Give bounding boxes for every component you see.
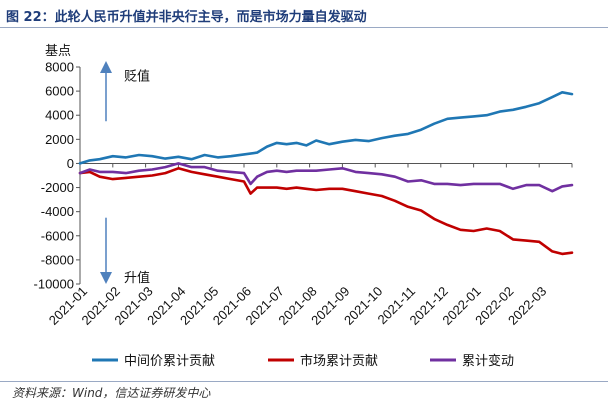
- title-divider: [0, 27, 608, 28]
- figure-title-text: 此轮人民币升值并非央行主导，而是市场力量自发驱动: [54, 10, 367, 25]
- appreciation-label: 升值: [124, 270, 150, 286]
- source-note: 资料来源：Wind，信达证券研发中心: [12, 386, 211, 400]
- legend-label-1: 中间价累计贡献: [124, 354, 215, 369]
- y-tick-label: -4000: [41, 204, 74, 219]
- y-tick-label: 4000: [45, 108, 74, 123]
- series-line-3: [78, 162, 574, 193]
- y-tick-label: -10000: [34, 277, 74, 292]
- legend-label-2: 市场累计贡献: [300, 353, 378, 369]
- source-divider: [0, 381, 608, 382]
- y-axis-title: 基点: [45, 44, 71, 59]
- series-line-2: [78, 167, 574, 256]
- y-tick-label: 6000: [45, 84, 74, 99]
- series-line-1: [78, 91, 574, 165]
- y-tick-label: 0: [67, 156, 74, 171]
- figure-label: 图 22：: [6, 10, 55, 25]
- y-tick-label: 8000: [45, 60, 74, 75]
- depreciation-label: 贬值: [124, 69, 150, 85]
- y-tick-label: -6000: [41, 228, 74, 243]
- legend-label-3: 累计变动: [462, 353, 514, 369]
- y-tick-label: 2000: [45, 132, 74, 147]
- y-tick-label: -2000: [41, 180, 74, 195]
- figure-title: 图 22：此轮人民币升值并非央行主导，而是市场力量自发驱动: [6, 6, 367, 25]
- y-tick-label: -8000: [41, 252, 74, 267]
